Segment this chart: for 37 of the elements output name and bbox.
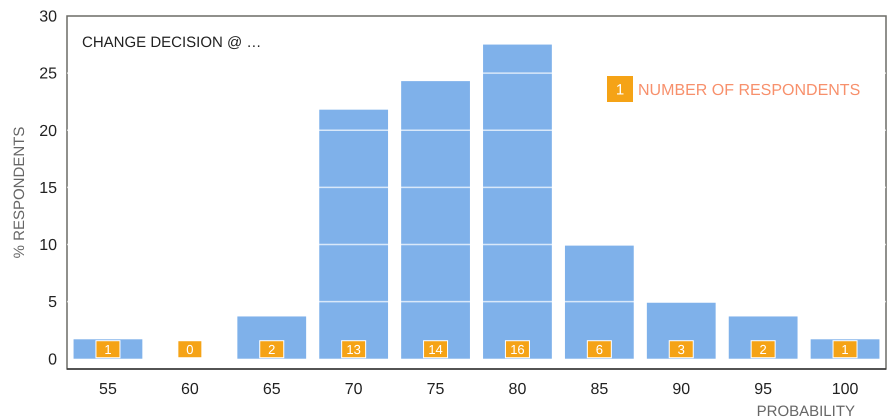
annotation: 3 [678,342,685,357]
x-tick-label: 65 [262,381,281,398]
x-tick-label: 55 [99,381,117,398]
x-tick-label: 90 [672,381,690,398]
y-tick-label: 25 [39,66,58,83]
annotation: 1 [616,81,624,98]
bar [564,246,634,359]
annotation: NUMBER OF RESPONDENTS [638,82,860,99]
y-tick-label: 10 [39,237,58,254]
y-tick-label: 30 [39,8,58,26]
y-tick-label: 5 [48,294,58,312]
x-tick-label: 95 [754,381,772,398]
bar [401,81,470,359]
x-axis-title: PROBABILITY [756,403,855,418]
annotation: 1 [841,342,849,357]
bar [483,44,552,359]
y-tick-label: 20 [39,122,58,140]
annotation: 0 [186,342,194,357]
x-tick-label: 70 [344,381,363,398]
annotation: 14 [428,342,443,357]
x-tick-label: 100 [832,381,858,398]
y-tick-label: 15 [39,180,58,197]
annotation: 2 [760,342,767,357]
x-tick-label: 80 [508,381,526,398]
annotation: 2 [268,342,276,357]
annotation: 6 [596,342,603,357]
annotation: 1 [104,342,112,357]
y-tick-label: 0 [48,351,58,368]
bar [646,302,716,359]
x-tick-label: 75 [426,381,445,398]
annotation: 16 [510,342,525,357]
x-tick-label: 60 [180,381,199,398]
x-tick-label: 85 [590,381,608,398]
text: CHANGE DECISION @ … [82,34,262,51]
bar [319,110,388,359]
annotation: 13 [346,342,361,357]
y-axis-title: % RESPONDENTS [11,126,28,258]
